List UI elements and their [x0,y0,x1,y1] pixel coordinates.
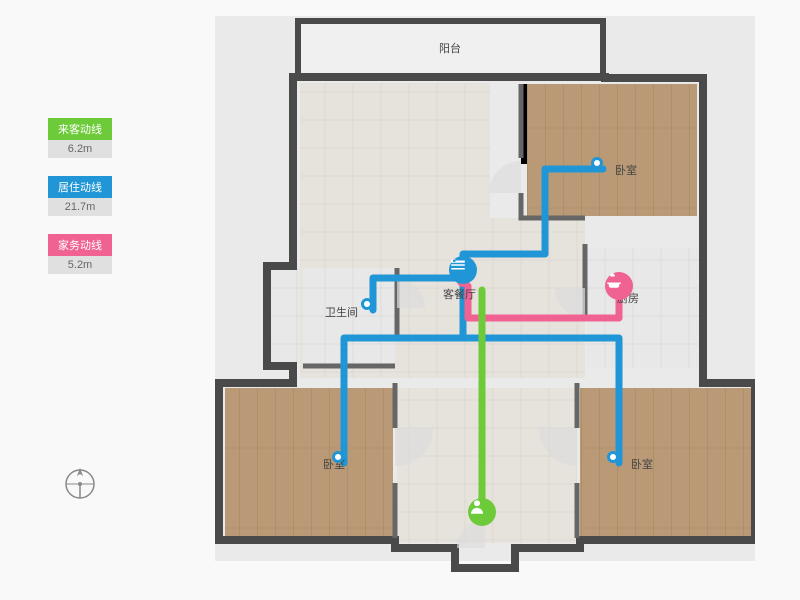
path-endpoint-dot [591,157,603,169]
legend-label: 居住动线 [48,176,112,198]
resident-icon [449,256,477,284]
label-balcony: 阳台 [439,40,461,56]
compass-icon [62,466,98,502]
legend-value: 5.2m [48,256,112,274]
legend-item-housework: 家务动线 5.2m [48,234,112,274]
legend-label: 家务动线 [48,234,112,256]
path-endpoint-dot [332,451,344,463]
legend-item-resident: 居住动线 21.7m [48,176,112,216]
path-endpoint-dot [361,298,373,310]
legend-label: 来客动线 [48,118,112,140]
label-bathroom: 卫生间 [325,304,358,320]
label-bedroom-br: 卧室 [631,456,653,472]
guest-icon [468,498,496,526]
legend-value: 21.7m [48,198,112,216]
label-living: 客餐厅 [443,286,476,302]
legend: 来客动线 6.2m 居住动线 21.7m 家务动线 5.2m [48,118,112,292]
housework-icon [605,272,633,300]
floorplan: 阳台 卧室 客餐厅 卫生间 厨房 卧室 卧室 [185,8,755,578]
label-bedroom-tr: 卧室 [615,162,637,178]
path-endpoint-dot [607,451,619,463]
legend-value: 6.2m [48,140,112,158]
legend-item-guest: 来客动线 6.2m [48,118,112,158]
